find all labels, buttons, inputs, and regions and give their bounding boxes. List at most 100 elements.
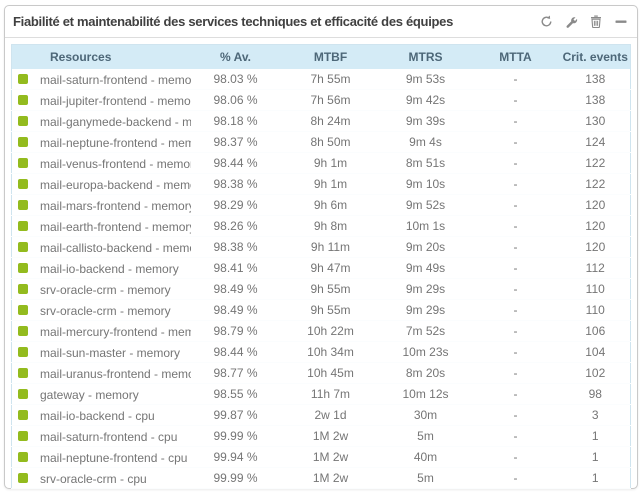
- resource-name: mail-saturn-frontend - memory: [40, 72, 191, 87]
- resource-name: mail-io-backend - cpu: [40, 408, 155, 423]
- cell-mtta: -: [470, 110, 561, 132]
- resource-name: srv-oracle-crm - memory: [40, 282, 171, 297]
- table-row[interactable]: gateway - memory 98.55 % 11h 7m 10m 12s -98: [11, 383, 631, 405]
- cell-mtta: -: [470, 173, 561, 195]
- refresh-icon[interactable]: [539, 15, 553, 29]
- status-ok-icon: [18, 74, 28, 85]
- cell-availability: 98.41 %: [190, 257, 281, 279]
- cell-availability: 99.99 %: [190, 425, 281, 447]
- cell-crit_events: 124: [560, 131, 631, 153]
- table-row[interactable]: mail-sun-master - memory 98.44 % 10h 34m 10…: [11, 341, 631, 363]
- cell-mtrs: 9m 10s: [380, 173, 471, 195]
- status-ok-icon: [18, 347, 28, 358]
- cell-resource: mail-venus-frontend - memory: [11, 152, 191, 174]
- column-header-availability: % Av.: [190, 44, 281, 69]
- cell-resource: gateway - memory: [11, 383, 191, 405]
- cell-crit_events: 120: [560, 194, 631, 216]
- table-row[interactable]: srv-oracle-crm - memory 98.49 % 9h 55m 9m 2…: [11, 278, 631, 300]
- cell-mtbf: 11h 7m: [280, 383, 381, 405]
- wrench-icon[interactable]: [564, 15, 578, 29]
- table-row[interactable]: mail-saturn-frontend - memory 98.03 % 7h 5…: [11, 69, 631, 90]
- cell-availability: 98.49 %: [190, 278, 281, 300]
- table-row[interactable]: mail-mars-frontend - memory 98.29 % 9h 6m 9…: [11, 194, 631, 216]
- cell-mtta: -: [470, 404, 561, 426]
- status-ok-icon: [18, 473, 28, 484]
- resource-name: srv-oracle-crm - cpu: [40, 471, 147, 486]
- cell-mtbf: 9h 55m: [280, 278, 381, 300]
- trash-icon[interactable]: [589, 15, 603, 29]
- minus-icon[interactable]: [614, 15, 628, 29]
- cell-mtbf: 7h 56m: [280, 89, 381, 111]
- column-header-mtbf: MTBF: [280, 44, 381, 69]
- table-row[interactable]: mail-io-backend - memory 98.41 % 9h 47m 9m …: [11, 257, 631, 279]
- cell-crit_events: 112: [560, 257, 631, 279]
- cell-mtbf: 2w 1d: [280, 404, 381, 426]
- status-ok-icon: [18, 200, 28, 211]
- cell-mtta: -: [470, 69, 561, 90]
- cell-mtta: -: [470, 299, 561, 321]
- cell-resource: mail-sun-master - memory: [11, 341, 191, 363]
- cell-resource: mail-jupiter-frontend - memory: [11, 89, 191, 111]
- metrics-table: Resources % Av. MTBF MTRS MTTA Crit. eve…: [11, 44, 631, 489]
- cell-crit_events: 1: [560, 467, 631, 489]
- resource-name: mail-europa-backend - memory: [40, 177, 191, 192]
- status-ok-icon: [18, 158, 28, 169]
- cell-resource: srv-oracle-crm - memory: [11, 299, 191, 321]
- resource-name: mail-jupiter-frontend - memory: [40, 93, 191, 108]
- status-ok-icon: [18, 431, 28, 442]
- cell-mtta: -: [470, 131, 561, 153]
- table-row[interactable]: mail-uranus-frontend - memory 98.77 % 10h …: [11, 362, 631, 384]
- cell-availability: 98.79 %: [190, 320, 281, 342]
- table-row[interactable]: mail-io-backend - cpu 99.87 % 2w 1d 30m -3: [11, 404, 631, 426]
- cell-crit_events: 104: [560, 341, 631, 363]
- cell-resource: mail-saturn-frontend - memory: [11, 69, 191, 90]
- cell-mtrs: 5m: [380, 425, 471, 447]
- cell-mtrs: 9m 52s: [380, 194, 471, 216]
- cell-resource: mail-uranus-frontend - memory: [11, 362, 191, 384]
- cell-mtrs: 40m: [380, 446, 471, 468]
- cell-mtrs: 9m 29s: [380, 278, 471, 300]
- cell-mtta: -: [470, 278, 561, 300]
- table-row[interactable]: mail-neptune-frontend - cpu 99.94 % 1M 2w 4…: [11, 446, 631, 468]
- cell-mtrs: 9m 42s: [380, 89, 471, 111]
- cell-mtbf: 1M 2w: [280, 425, 381, 447]
- column-header-mtta: MTTA: [470, 44, 561, 69]
- cell-availability: 99.99 %: [190, 467, 281, 489]
- cell-crit_events: 98: [560, 383, 631, 405]
- monitoring-widget: Fiabilité et maintenabilité des services…: [4, 5, 638, 489]
- cell-mtrs: 10m 12s: [380, 383, 471, 405]
- cell-resource: srv-oracle-crm - cpu: [11, 467, 191, 489]
- table-row[interactable]: srv-oracle-crm - cpu 99.99 % 1M 2w 5m -1: [11, 467, 631, 489]
- resource-name: mail-neptune-frontend - memory: [40, 135, 191, 150]
- metrics-table-container: Resources % Av. MTBF MTRS MTTA Crit. eve…: [11, 44, 631, 489]
- cell-mtta: -: [470, 152, 561, 174]
- table-row[interactable]: mail-jupiter-frontend - memory 98.06 % 7h …: [11, 89, 631, 111]
- table-row[interactable]: mail-europa-backend - memory 98.38 % 9h 1m…: [11, 173, 631, 195]
- cell-mtbf: 9h 8m: [280, 215, 381, 237]
- cell-crit_events: 102: [560, 362, 631, 384]
- cell-crit_events: 1: [560, 446, 631, 468]
- table-row[interactable]: mail-saturn-frontend - cpu 99.99 % 1M 2w 5m…: [11, 425, 631, 447]
- status-ok-icon: [18, 221, 28, 232]
- resource-name: mail-ganymede-backend - memory: [40, 114, 191, 129]
- cell-crit_events: 3: [560, 404, 631, 426]
- cell-mtta: -: [470, 467, 561, 489]
- table-row[interactable]: mail-earth-frontend - memory 98.26 % 9h 8m…: [11, 215, 631, 237]
- table-row[interactable]: srv-oracle-crm - memory 98.49 % 9h 55m 9m 2…: [11, 299, 631, 321]
- cell-mtbf: 10h 22m: [280, 320, 381, 342]
- resource-name: mail-earth-frontend - memory: [40, 219, 191, 234]
- table-row[interactable]: mail-callisto-backend - memory 98.38 % 9h …: [11, 236, 631, 258]
- cell-mtta: -: [470, 425, 561, 447]
- cell-resource: mail-io-backend - memory: [11, 257, 191, 279]
- resource-name: gateway - memory: [40, 387, 139, 402]
- cell-availability: 98.38 %: [190, 236, 281, 258]
- cell-availability: 98.38 %: [190, 173, 281, 195]
- status-ok-icon: [18, 452, 28, 463]
- cell-mtbf: 9h 1m: [280, 173, 381, 195]
- cell-mtbf: 9h 47m: [280, 257, 381, 279]
- cell-mtrs: 5m: [380, 467, 471, 489]
- table-row[interactable]: mail-venus-frontend - memory 98.44 % 9h 1m…: [11, 152, 631, 174]
